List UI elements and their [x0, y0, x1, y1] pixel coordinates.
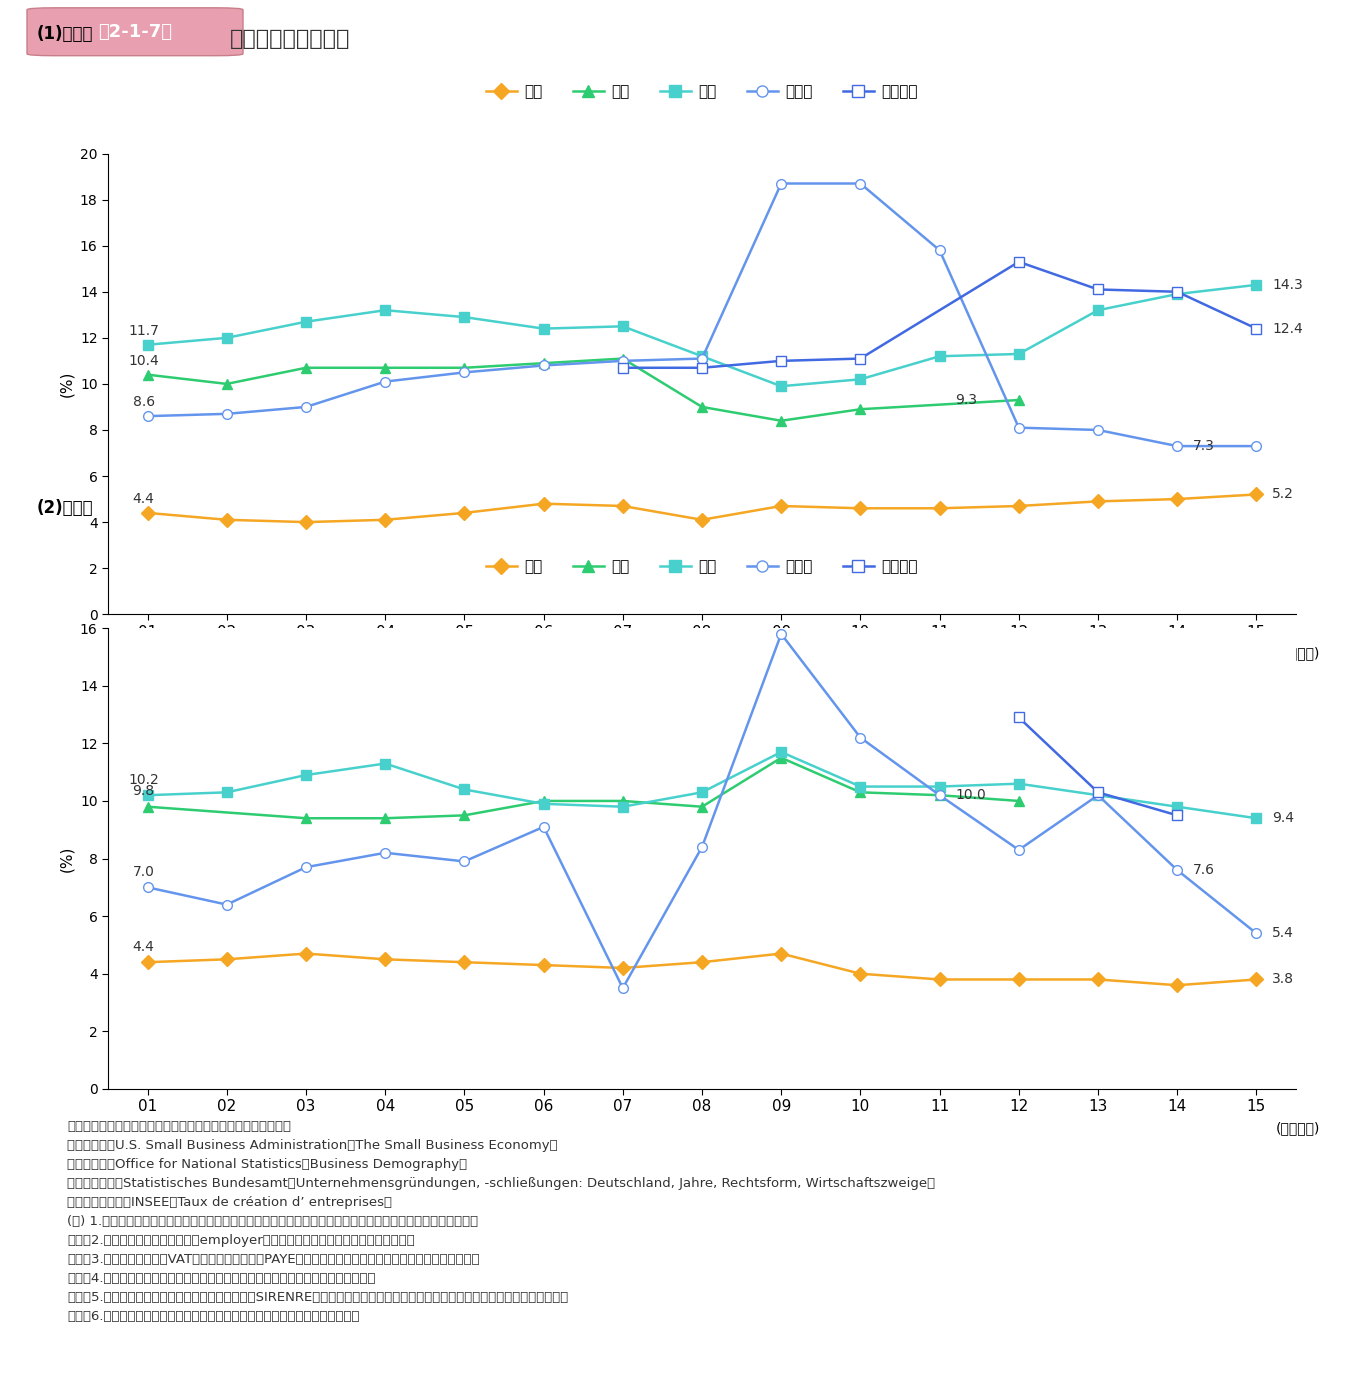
FancyBboxPatch shape — [27, 8, 243, 56]
Text: 4.4: 4.4 — [132, 491, 155, 505]
Text: (1)開業率: (1)開業率 — [36, 25, 93, 42]
Text: 8.6: 8.6 — [132, 395, 155, 409]
Text: 10.0: 10.0 — [956, 789, 987, 803]
Text: 10.2: 10.2 — [128, 772, 159, 786]
Text: 7.0: 7.0 — [132, 864, 155, 878]
Y-axis label: (%): (%) — [59, 846, 74, 871]
Text: 5.2: 5.2 — [1272, 487, 1295, 501]
X-axis label: (年、年度): (年、年度) — [1276, 646, 1320, 660]
Text: 4.4: 4.4 — [132, 940, 155, 953]
Text: 開廃業率の国際比較: 開廃業率の国際比較 — [230, 29, 350, 49]
Legend: 日本, 米国, 英国, ドイツ, フランス: 日本, 米国, 英国, ドイツ, フランス — [481, 78, 923, 106]
Text: 12.4: 12.4 — [1272, 321, 1303, 335]
Text: 9.4: 9.4 — [1272, 811, 1295, 825]
Y-axis label: (%): (%) — [59, 371, 74, 396]
Legend: 日本, 米国, 英国, ドイツ, フランス: 日本, 米国, 英国, ドイツ, フランス — [481, 553, 923, 581]
Text: 9.8: 9.8 — [132, 785, 155, 799]
Text: 資料：日本：厚生労働省「雇用保険事業年報」（年度ベース）
　　　米国：U.S. Small Business Administration『The Small : 資料：日本：厚生労働省「雇用保険事業年報」（年度ベース） 米国：U.S. Sma… — [68, 1120, 936, 1322]
Text: 7.6: 7.6 — [1193, 863, 1215, 877]
Text: 14.3: 14.3 — [1272, 278, 1303, 292]
Text: 第2-1-7図: 第2-1-7図 — [99, 24, 171, 42]
Text: 9.3: 9.3 — [956, 394, 977, 408]
Text: 5.4: 5.4 — [1272, 927, 1295, 941]
X-axis label: (年、年度): (年、年度) — [1276, 1121, 1320, 1135]
Text: 3.8: 3.8 — [1272, 973, 1295, 987]
Text: (2)廃業率: (2)廃業率 — [36, 500, 93, 517]
Text: 10.4: 10.4 — [128, 353, 159, 367]
Text: 7.3: 7.3 — [1193, 440, 1215, 454]
Text: 11.7: 11.7 — [128, 324, 159, 338]
